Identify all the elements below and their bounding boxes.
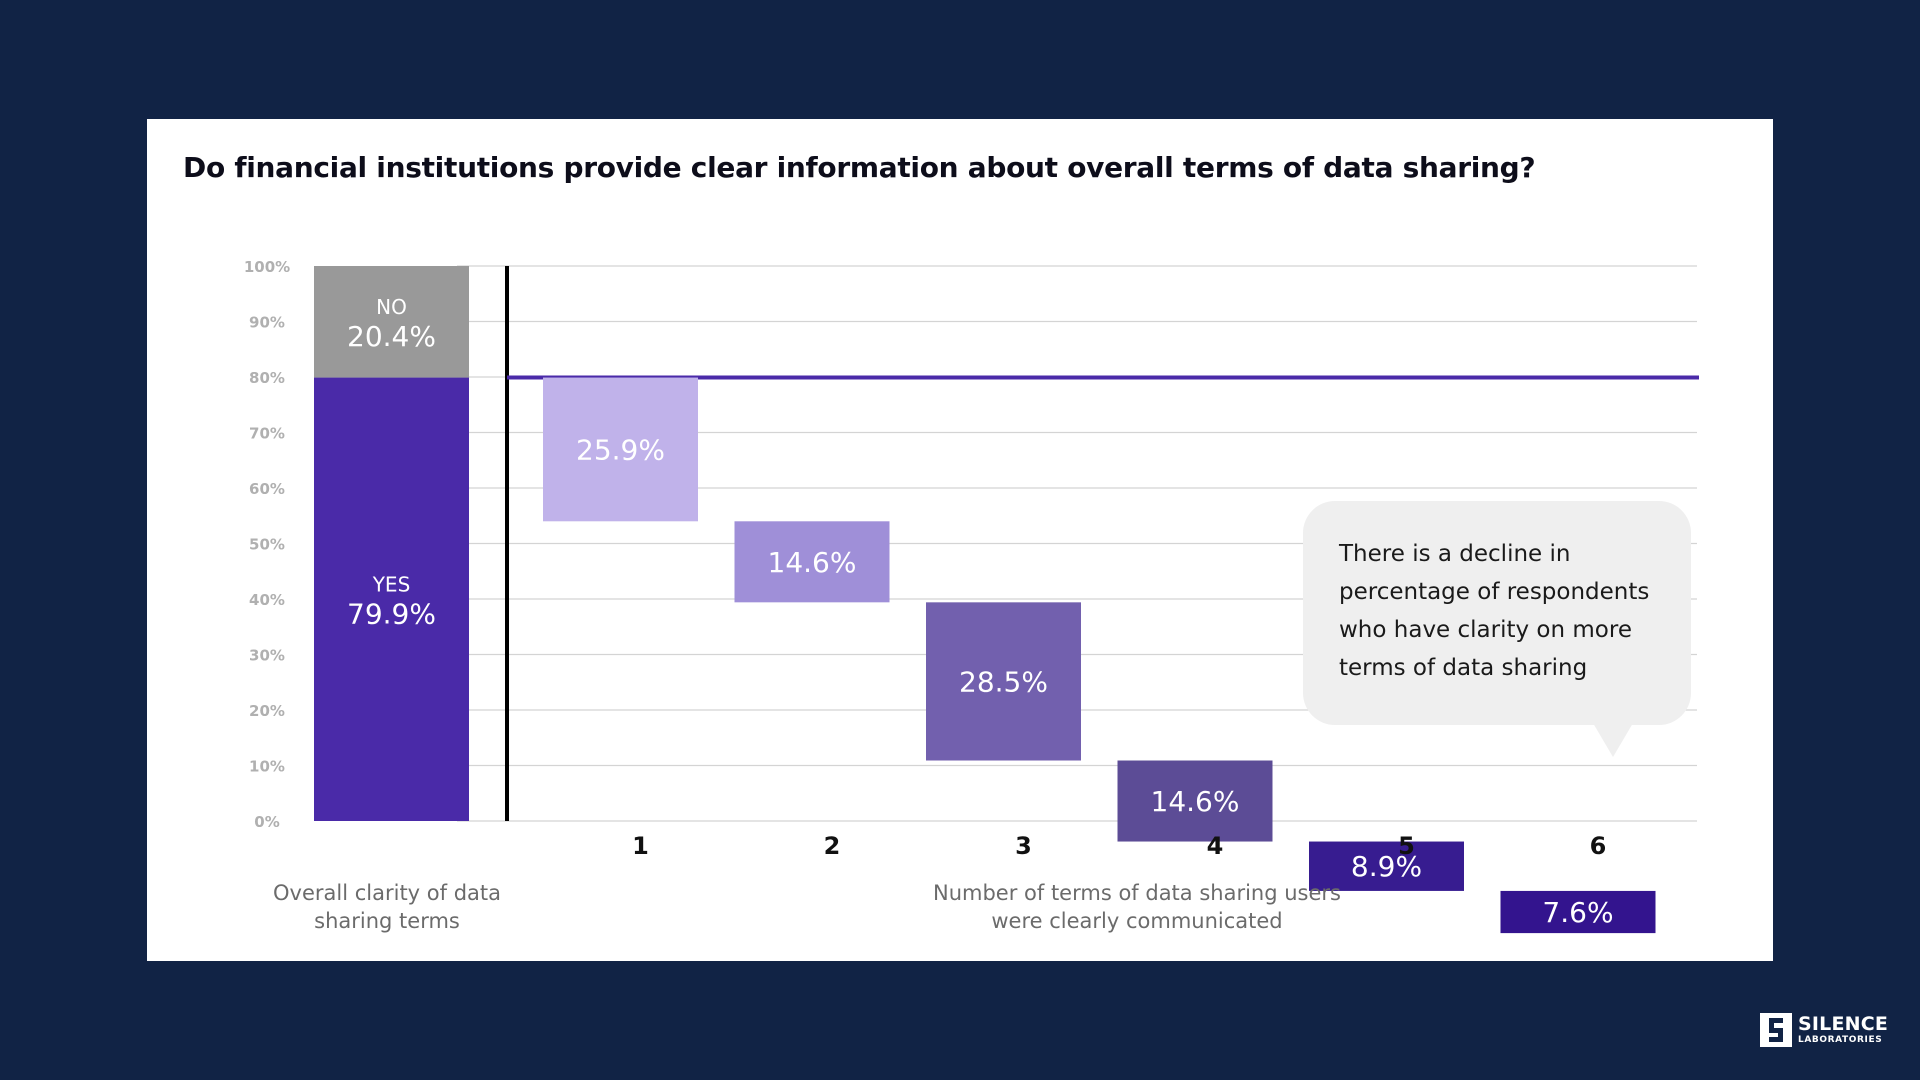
overall-segment-name: NO — [376, 295, 407, 319]
overall-segment-name: YES — [372, 572, 411, 596]
x-tick-label: 5 — [1398, 832, 1415, 860]
chart-plot: 0% 10% 20% 30% 40% 50% 60% 70% 80% 90% 100% YES79.9… — [244, 258, 1699, 934]
overall-axis-caption: Overall clarity of data sharing terms — [273, 881, 501, 933]
waterfall-bar-value: 7.6% — [1542, 896, 1613, 929]
overall-segment-value: 20.4% — [347, 320, 436, 353]
y-tick-label: 20% — [249, 702, 285, 720]
waterfall-bar — [1500, 890, 1656, 934]
callout-tail — [1593, 723, 1633, 757]
y-tick-label: 60% — [249, 480, 285, 498]
y-tick-label: 10% — [249, 758, 285, 776]
waterfall-bar — [1309, 841, 1464, 891]
annotation-text: There is a decline in percentage of resp… — [1339, 541, 1650, 681]
logo-sub: LABORATORIES — [1798, 1035, 1883, 1045]
x-tick-label: 6 — [1590, 832, 1607, 860]
waterfall-bar-value: 25.9% — [576, 433, 665, 466]
y-tick-label: 40% — [249, 591, 285, 609]
waterfall-bar-value: 8.9% — [1351, 850, 1422, 883]
y-tick-label: 70% — [249, 425, 285, 443]
waterfall-bar-value: 14.6% — [1151, 785, 1240, 818]
chart-title: Do financial institutions provide clear … — [183, 151, 1536, 184]
y-tick-label: 90% — [249, 314, 285, 332]
terms-axis-caption: Number of terms of data sharing users we… — [933, 881, 1341, 933]
y-tick-label: 100% — [244, 258, 290, 276]
waterfall-bar — [543, 377, 698, 522]
overall-segment-value: 79.9% — [347, 597, 436, 630]
y-tick-label: 30% — [249, 647, 285, 665]
y-tick-label: 50% — [249, 536, 285, 554]
waterfall-bar-value: 14.6% — [768, 546, 857, 579]
silence-laboratories-logo: SILENCE LABORATORIES — [1760, 1013, 1888, 1047]
logo-name: SILENCE — [1798, 1013, 1889, 1035]
waterfall-bar-value: 28.5% — [959, 665, 1048, 698]
waterfall-bar — [1117, 760, 1273, 842]
y-tick-label: 0% — [254, 813, 279, 831]
overall-bar-no — [314, 266, 469, 378]
x-tick-label: 1 — [632, 832, 649, 860]
x-tick-label: 4 — [1207, 832, 1224, 860]
annotation-callout: There is a decline in percentage of resp… — [1303, 501, 1691, 757]
waterfall-bar — [734, 521, 890, 603]
x-tick-label: 2 — [824, 832, 841, 860]
logo-mark-icon — [1760, 1013, 1792, 1047]
x-tick-label: 3 — [1015, 832, 1032, 860]
overall-bar-yes — [314, 377, 469, 821]
y-tick-label: 80% — [249, 369, 285, 387]
chart-card: Do financial institutions provide clear … — [147, 119, 1773, 961]
waterfall-bar — [926, 602, 1081, 761]
